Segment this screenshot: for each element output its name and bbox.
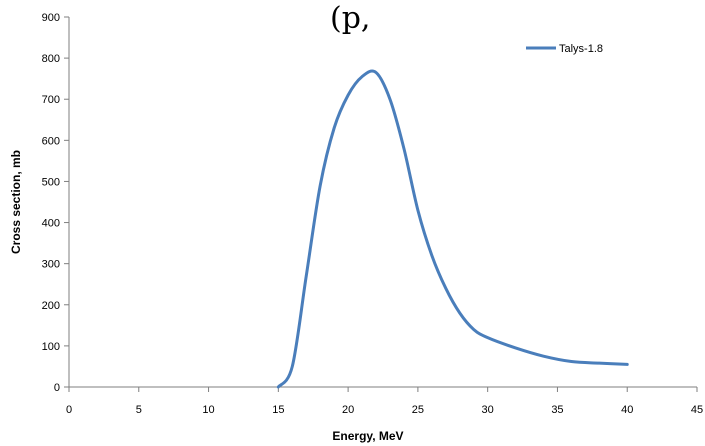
x-tick-label: 15: [272, 404, 284, 416]
x-tick-label: 35: [551, 404, 563, 416]
x-axis-label: Energy, MeV: [332, 429, 403, 443]
x-tick-label: 20: [342, 404, 354, 416]
legend-label-talys: Talys-1.8: [559, 43, 603, 55]
y-tick-label: 100: [42, 341, 60, 353]
x-tick-label: 30: [482, 404, 494, 416]
x-tick-label: 10: [202, 404, 214, 416]
y-tick-label: 900: [42, 12, 60, 24]
x-tick-label: 0: [66, 404, 72, 416]
y-tick-label: 300: [42, 259, 60, 271]
x-tick-label: 45: [691, 404, 703, 416]
y-tick-label: 400: [42, 218, 60, 230]
series-line-talys: [276, 69, 629, 389]
y-tick-label: 800: [42, 53, 60, 65]
legend: Talys-1.8: [526, 43, 603, 55]
x-tick-label: 5: [136, 404, 142, 416]
plot-area: [68, 17, 697, 388]
y-axis-ticks: 0 100 200 300 400 500 600 700 800 900: [42, 12, 69, 394]
y-tick-label: 500: [42, 176, 60, 188]
y-tick-label: 200: [42, 300, 60, 312]
y-tick-label: 0: [54, 382, 60, 394]
x-tick-label: 40: [621, 404, 633, 416]
y-tick-label: 700: [42, 94, 60, 106]
y-tick-label: 600: [42, 135, 60, 147]
y-axis-label: Cross section, mb: [9, 150, 23, 254]
chart-title: (p,: [330, 1, 370, 36]
series-layer: [276, 69, 629, 389]
x-tick-label: 25: [412, 404, 424, 416]
x-axis-ticks: 0 5 10 15 20 25 30 35 40 45: [66, 387, 703, 416]
